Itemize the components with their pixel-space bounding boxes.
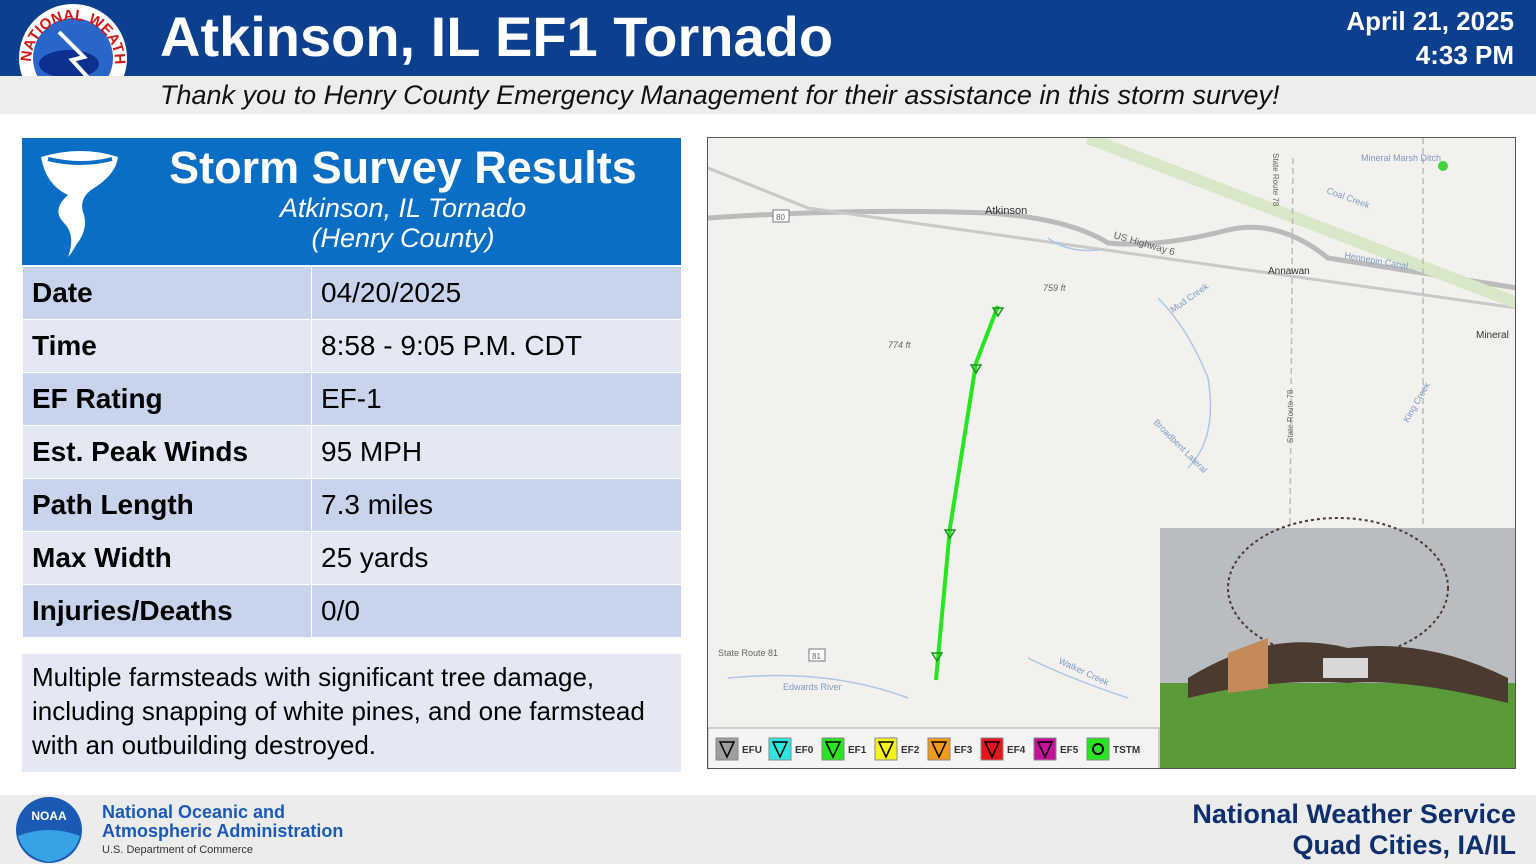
table-row: Max Width 25 yards: [22, 531, 682, 585]
noaa-logo-text: NOAA: [31, 809, 67, 823]
legend-symbol: [771, 741, 789, 759]
legend-box: [1086, 737, 1110, 761]
panel-subtitle: Atkinson, IL Tornado: [279, 193, 527, 223]
legend-label: EF3: [954, 745, 973, 756]
map-label: State Route 78: [1271, 153, 1280, 207]
row-value: 95 MPH: [311, 425, 682, 479]
table-row: Injuries/Deaths 0/0: [22, 584, 682, 638]
legend-symbol: [824, 741, 842, 759]
legend: EFU EF0 EF1 EF2 EF3 EF4 EF5 TSTM: [715, 737, 1140, 761]
map-label: Mineral: [1476, 330, 1509, 341]
subtitle-bar: [0, 76, 1536, 114]
map-label: 81: [812, 652, 821, 661]
panel-subtitle: (Henry County): [311, 223, 495, 253]
title: Atkinson, IL EF1 Tornado: [160, 5, 834, 68]
legend-label: EF1: [848, 745, 867, 756]
photo: [1160, 517, 1515, 768]
map-label: State Route 81: [718, 648, 778, 658]
legend-symbol: [930, 741, 948, 759]
date-time: April 21, 2025 4:33 PM: [1346, 4, 1514, 72]
table-row: Time 8:58 - 9:05 P.M. CDT: [22, 319, 682, 373]
map-label: Mineral Marsh Ditch: [1361, 153, 1441, 163]
row-label: EF Rating: [22, 372, 312, 426]
row-label: Time: [22, 319, 312, 373]
panel-header: [22, 138, 681, 265]
survey-table: Date 04/20/2025 Time 8:58 - 9:05 P.M. CDT EF…: [22, 266, 682, 638]
map-label: State Route 78: [1286, 389, 1295, 443]
row-label: Path Length: [22, 478, 312, 532]
noaa-logo: NOAA: [16, 797, 82, 863]
row-label: Injuries/Deaths: [22, 584, 312, 638]
row-value: 7.3 miles: [311, 478, 682, 532]
org-line: National Oceanic and: [102, 802, 286, 822]
legend-symbol: [718, 741, 736, 759]
legend-symbol: [983, 741, 1001, 759]
map-label: Annawan: [1268, 266, 1310, 277]
header-bar: [0, 0, 1536, 76]
legend-symbol: [1092, 743, 1104, 755]
map: Atkinson US Highway 6 Annawan Mineral Mi…: [707, 137, 1516, 769]
map-label: 774 ft: [888, 340, 911, 350]
row-label: Date: [22, 266, 312, 320]
footer-bar: [0, 795, 1536, 864]
subtitle: Thank you to Henry County Emergency Mana…: [160, 80, 1280, 110]
row-label: Max Width: [22, 531, 312, 585]
table-row: Date 04/20/2025: [22, 266, 682, 320]
legend-label: EF5: [1060, 745, 1079, 756]
map-label: 759 ft: [1043, 283, 1066, 293]
legend-label: TSTM: [1113, 745, 1140, 756]
panel-title: Storm Survey Results: [169, 142, 637, 193]
row-value: 25 yards: [311, 531, 682, 585]
office-line: National Weather Service: [1192, 799, 1516, 829]
map-label: Atkinson: [985, 205, 1027, 217]
legend-symbol: [877, 741, 895, 759]
map-label: Edwards River: [783, 682, 842, 692]
description: Multiple farmsteads with significant tre…: [22, 654, 681, 772]
row-value: 04/20/2025: [311, 266, 682, 320]
legend-label: EF4: [1007, 745, 1026, 756]
row-value: 8:58 - 9:05 P.M. CDT: [311, 319, 682, 373]
department: U.S. Department of Commerce: [102, 844, 253, 856]
tornado-icon: [41, 151, 118, 257]
table-row: EF Rating EF-1: [22, 372, 682, 426]
table-row: Est. Peak Winds 95 MPH: [22, 425, 682, 479]
row-value: EF-1: [311, 372, 682, 426]
row-label: Est. Peak Winds: [22, 425, 312, 479]
legend-symbol: [1036, 741, 1054, 759]
date: April 21, 2025: [1346, 6, 1514, 36]
legend-label: EF2: [901, 745, 920, 756]
legend-label: EF0: [795, 745, 814, 756]
table-row: Path Length 7.3 miles: [22, 478, 682, 532]
office-line: Quad Cities, IA/IL: [1292, 830, 1516, 860]
map-label: 80: [776, 213, 785, 222]
time: 4:33 PM: [1415, 40, 1514, 70]
row-value: 0/0: [311, 584, 682, 638]
org-line: Atmospheric Administration: [102, 821, 344, 841]
legend-label: EFU: [742, 745, 762, 756]
